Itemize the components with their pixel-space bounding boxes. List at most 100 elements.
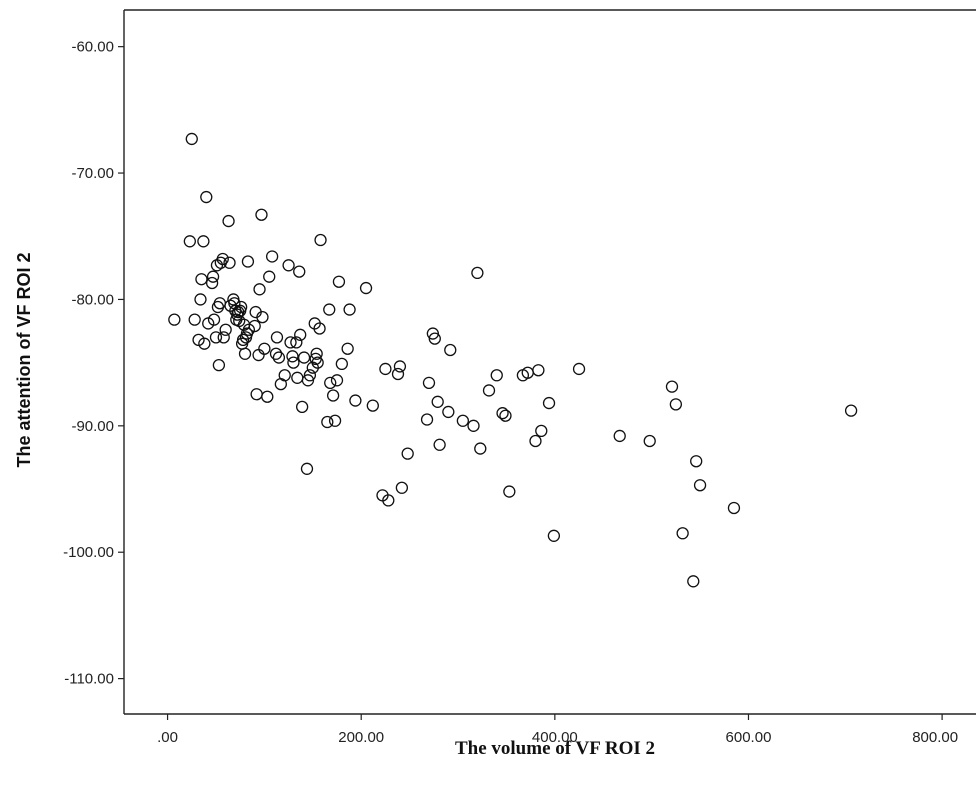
data-point <box>844 404 858 417</box>
data-point <box>321 415 334 429</box>
y-tick-label: -110.00 <box>64 671 114 688</box>
data-point <box>282 259 295 272</box>
data-point <box>255 208 268 221</box>
data-point <box>428 332 441 345</box>
data-point <box>669 398 683 411</box>
data-point <box>238 347 252 360</box>
data-point <box>395 481 409 494</box>
data-point <box>332 275 346 288</box>
data-point <box>253 283 266 296</box>
data-point <box>310 347 323 360</box>
data-point <box>359 281 373 295</box>
data-point <box>300 462 314 475</box>
data-point <box>690 455 703 468</box>
data-point <box>236 333 250 347</box>
y-tick-label: -80.00 <box>71 291 114 308</box>
data-point <box>270 331 284 344</box>
data-point <box>323 303 336 316</box>
data-point <box>467 419 480 432</box>
plot-frame <box>123 9 976 715</box>
data-point <box>676 527 689 540</box>
data-point <box>286 350 299 363</box>
data-point <box>287 356 300 369</box>
data-point <box>284 336 297 349</box>
data-point <box>442 405 455 419</box>
x-tick-label: 800.00 <box>912 729 958 746</box>
data-point <box>241 255 255 268</box>
x-tick-label: .00 <box>157 729 178 746</box>
data-point <box>343 303 356 316</box>
data-point <box>401 447 414 460</box>
data-point <box>335 357 348 371</box>
data-point <box>324 376 337 390</box>
x-tick-label: 600.00 <box>726 729 772 746</box>
data-point <box>547 529 561 542</box>
data-point <box>293 265 306 278</box>
data-point <box>314 233 327 247</box>
data-point <box>422 376 436 390</box>
data-point <box>535 424 548 438</box>
data-point <box>341 342 354 355</box>
x-axis-label: The volume of VF ROI 2 <box>455 738 655 759</box>
data-point <box>431 395 444 408</box>
data-point <box>665 380 679 393</box>
data-point <box>444 343 457 357</box>
data-point <box>542 396 556 410</box>
data-point <box>258 342 271 355</box>
data-point <box>349 394 362 407</box>
data-point <box>219 323 232 336</box>
data-point <box>295 400 309 414</box>
data-point <box>529 434 542 448</box>
x-axis-ticks: .00 200.00 400.00 600.00 800.00 <box>157 714 958 746</box>
data-point <box>188 313 201 326</box>
data-point <box>290 336 303 349</box>
data-point <box>426 327 440 340</box>
data-point <box>234 300 248 314</box>
data-point <box>303 369 317 382</box>
data-point <box>206 270 220 283</box>
data-point <box>183 235 196 248</box>
data-point <box>272 351 286 364</box>
data-point <box>482 384 496 397</box>
data-point <box>269 347 283 360</box>
data-point <box>727 501 741 515</box>
data-point <box>294 328 307 341</box>
data-point <box>687 575 700 588</box>
data-point <box>207 313 221 326</box>
data-point <box>490 369 503 382</box>
data-point <box>499 409 512 422</box>
data-point <box>311 356 324 369</box>
x-tick-label: 400.00 <box>532 729 578 746</box>
data-point <box>391 367 405 381</box>
data-points <box>168 132 858 588</box>
data-point <box>197 235 210 248</box>
data-point <box>278 369 291 382</box>
data-point <box>393 360 407 373</box>
data-point <box>222 214 235 228</box>
data-point <box>223 256 236 269</box>
x-tick-label: 200.00 <box>338 729 384 746</box>
data-point <box>433 438 446 451</box>
y-tick-label: -100.00 <box>63 544 114 561</box>
data-point <box>643 434 656 448</box>
data-point <box>185 132 198 146</box>
data-point <box>693 479 707 492</box>
data-point <box>532 364 545 377</box>
data-point <box>456 414 470 427</box>
data-point <box>212 359 226 372</box>
data-point <box>613 429 626 443</box>
data-point <box>265 250 279 263</box>
data-point <box>194 293 207 306</box>
data-point <box>420 413 434 426</box>
data-point <box>209 331 223 344</box>
y-axis-label: The attention of VF ROI 2 <box>14 253 34 468</box>
data-point <box>572 362 586 376</box>
data-point <box>263 270 276 283</box>
data-point <box>471 266 484 280</box>
data-point <box>474 442 487 455</box>
data-point <box>328 414 342 427</box>
data-point <box>379 362 392 376</box>
data-point <box>496 407 509 420</box>
